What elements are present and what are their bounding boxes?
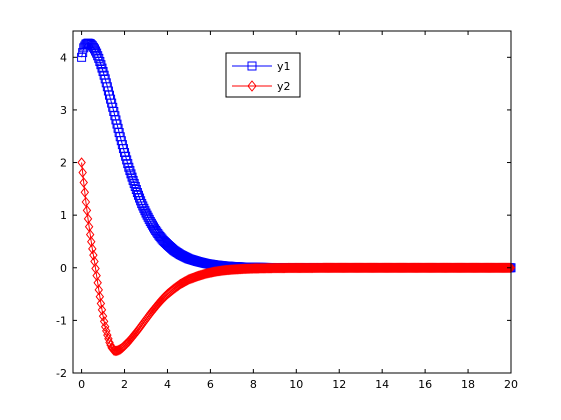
series-y1-marker — [128, 175, 138, 185]
series-y1-marker — [96, 60, 106, 70]
series-y2-marker — [78, 167, 87, 178]
series-y1-marker — [94, 53, 104, 63]
y-tick-label: -2 — [56, 367, 67, 380]
series-y2-marker — [94, 284, 104, 296]
x-tick-label: 8 — [250, 378, 257, 391]
y-tick-label: 2 — [60, 157, 67, 170]
series-y2-marker — [97, 304, 107, 316]
series-y1-marker — [95, 57, 105, 67]
legend-y2-label: y2 — [277, 80, 291, 93]
series-y2-marker — [95, 291, 105, 303]
x-tick-label: 0 — [78, 378, 85, 391]
legend-y1-label: y1 — [277, 60, 291, 73]
series-y2-marker — [98, 310, 108, 322]
legend-y2-marker — [247, 80, 257, 92]
series-y2-marker — [100, 321, 110, 332]
x-tick-label: 12 — [332, 378, 346, 391]
series-y1-marker — [136, 196, 146, 206]
x-tick-label: 14 — [375, 378, 389, 391]
series-y1-marker — [124, 162, 134, 172]
series-y2-marker — [96, 298, 106, 309]
series-y1-marker — [77, 52, 87, 62]
x-tick-label: 10 — [289, 378, 303, 391]
series-y1-marker — [127, 172, 137, 182]
series-y1-marker — [138, 201, 148, 211]
series-y2-marker — [105, 337, 114, 348]
x-tick-label: 18 — [461, 378, 475, 391]
plot-frame — [72, 30, 512, 374]
x-tick-label: 2 — [121, 378, 128, 391]
series-y2-marker — [88, 243, 97, 255]
series-y2-marker — [505, 262, 515, 274]
series-y1-marker — [93, 51, 103, 61]
series-y2-marker — [113, 345, 123, 356]
series-y1-marker — [91, 46, 101, 56]
series-y1-marker — [126, 169, 136, 179]
x-tick-label: 4 — [164, 378, 171, 391]
legend: y1 y2 — [225, 52, 301, 98]
y-tick-label: 4 — [60, 51, 67, 64]
series-y2-marker — [503, 262, 513, 274]
series-y2-marker — [79, 177, 88, 188]
x-tick-label: 16 — [418, 378, 432, 391]
series-y1-marker — [125, 166, 135, 176]
series-y2-marker — [77, 157, 86, 168]
series-y1-marker — [129, 178, 139, 188]
x-tick-label: 6 — [207, 378, 214, 391]
x-tick-label: 20 — [504, 378, 518, 391]
series-layer — [77, 38, 516, 357]
series-y2-marker — [102, 325, 111, 337]
series-y1-marker — [131, 185, 141, 195]
y-tick-label: 3 — [60, 104, 67, 117]
y-tick-label: 0 — [60, 262, 67, 275]
series-y2-marker — [99, 316, 109, 327]
series-y2-marker — [80, 186, 90, 198]
y-tick-label: -1 — [56, 314, 67, 327]
series-y1-marker — [139, 203, 149, 213]
legend-box — [225, 52, 301, 98]
series-y2-marker — [89, 249, 98, 261]
series-y2-marker — [103, 329, 112, 341]
series-y1-marker — [137, 199, 147, 209]
series-y1-marker — [130, 181, 140, 191]
series-y1-marker — [97, 63, 107, 73]
legend-y1-marker — [247, 61, 257, 71]
y-tick-label: 1 — [60, 209, 67, 222]
